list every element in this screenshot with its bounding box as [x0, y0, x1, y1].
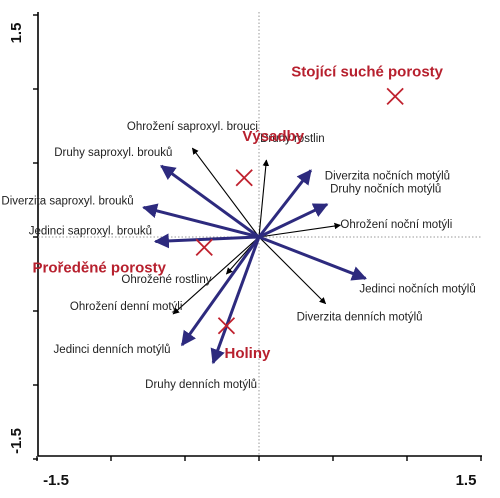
species-arrow [258, 222, 342, 238]
species-arrow-item: Ohrožení denní motýli [70, 236, 260, 315]
y-tick-label-min: -1.5 [8, 428, 25, 454]
site-item: Proředěné porosty [33, 238, 213, 276]
environment-arrow-label: Jedinci denních motýlů [54, 344, 171, 356]
environment-arrow [210, 236, 261, 365]
environment-arrow-item: Druhy nočních motýlů [258, 183, 441, 239]
site-marker [386, 87, 404, 106]
site-label: Holiny [225, 345, 271, 362]
environment-arrow-item: Druhy saproxyl. brouků [54, 147, 260, 239]
environment-arrow-item: Diverzita saproxyl. brouků [1, 195, 260, 239]
environment-arrow [153, 233, 260, 249]
site-marker [195, 238, 213, 256]
environment-arrow [142, 203, 260, 239]
environment-arrow [160, 164, 260, 239]
environment-arrow [258, 203, 329, 239]
species-arrow-item: Druhy rostlin [258, 133, 325, 238]
x-tick-label-max: 1.5 [456, 472, 477, 489]
environment-arrow-label: Druhy nočních motýlů [330, 183, 441, 195]
site-item: Holiny [217, 317, 271, 362]
species-arrow [172, 236, 260, 315]
site-marker [235, 169, 253, 187]
site-marker [217, 317, 236, 335]
environment-arrow-label: Diverzita saproxyl. brouků [1, 195, 133, 207]
environment-arrow-item: Diverzita nočních motýlů [257, 169, 450, 238]
x-tick-label-min: -1.5 [43, 472, 69, 489]
species-arrow-label: Diverzita denních motýlů [297, 312, 423, 324]
species-arrow-label: Ohrožení noční motýli [340, 219, 452, 231]
species-arrow-item: Ohrožení noční motýli [258, 219, 452, 238]
site-item: Výsadby [235, 128, 305, 187]
environment-arrow-item: Jedinci saproxyl. brouků [29, 225, 260, 249]
environment-arrow [257, 169, 312, 238]
environment-arrow-label: Diverzita nočních motýlů [325, 170, 450, 182]
site-label: Stojící suché porosty [291, 63, 443, 80]
site-label: Proředěné porosty [33, 259, 167, 276]
species-arrow [191, 147, 260, 238]
environment-arrow [258, 235, 367, 281]
species-arrow-label: Ohrožení denní motýli [70, 301, 183, 313]
environment-arrows: Druhy saproxyl. brouků Diverzita saproxyl… [1, 147, 475, 391]
species-arrow-label: Druhy rostlin [260, 133, 325, 145]
site-markers: Stojící suché porosty Výsadby Proředěné po… [33, 63, 444, 361]
environment-arrow-item: Druhy denních motýlů [145, 236, 261, 391]
site-label: Výsadby [242, 128, 304, 145]
axis-ticks [33, 14, 482, 461]
species-arrow-label: Ohrožené rostliny [121, 274, 211, 286]
environment-arrow-label: Jedinci saproxyl. brouků [29, 225, 152, 237]
species-arrow-label: Ohrožení saproxyl. brouci [127, 121, 258, 133]
environment-arrow-label: Druhy saproxyl. brouků [54, 147, 172, 159]
species-arrow [258, 236, 327, 305]
environment-arrow [180, 236, 261, 347]
environment-arrow-item: Jedinci denních motýlů [54, 236, 261, 356]
species-arrow-item: Ohrožení saproxyl. brouci [127, 121, 260, 238]
species-arrow-item: Diverzita denních motýlů [258, 236, 423, 324]
species-arrow [258, 159, 270, 238]
environment-arrow-label: Jedinci nočních motýlů [359, 283, 475, 295]
environment-arrow-item: Jedinci nočních motýlů [258, 235, 476, 295]
site-item: Stojící suché porosty [291, 63, 444, 106]
y-tick-label-max: 1.5 [8, 23, 25, 44]
environment-arrow-label: Druhy denních motýlů [145, 379, 257, 391]
